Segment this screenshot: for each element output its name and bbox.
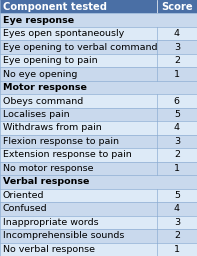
- Text: 1: 1: [174, 164, 180, 173]
- Text: Withdraws from pain: Withdraws from pain: [3, 123, 102, 133]
- Text: 2: 2: [174, 56, 180, 65]
- Bar: [0, 229, 197, 242]
- Bar: [0, 162, 197, 175]
- Bar: [0, 40, 197, 54]
- Bar: [0, 0, 197, 14]
- Text: Extension response to pain: Extension response to pain: [3, 151, 132, 159]
- Text: Eyes open spontaneously: Eyes open spontaneously: [3, 29, 124, 38]
- Bar: [0, 175, 197, 189]
- Text: Oriented: Oriented: [3, 191, 45, 200]
- Text: Eye response: Eye response: [3, 16, 74, 25]
- Bar: [0, 67, 197, 81]
- Text: No verbal response: No verbal response: [3, 245, 95, 254]
- Text: 1: 1: [174, 245, 180, 254]
- Text: No motor response: No motor response: [3, 164, 94, 173]
- Text: Verbal response: Verbal response: [3, 177, 89, 186]
- Text: Flexion response to pain: Flexion response to pain: [3, 137, 119, 146]
- Text: No eye opening: No eye opening: [3, 70, 77, 79]
- Bar: [0, 27, 197, 40]
- Text: 5: 5: [174, 110, 180, 119]
- Bar: [0, 94, 197, 108]
- Bar: [0, 242, 197, 256]
- Bar: [0, 148, 197, 162]
- Bar: [0, 54, 197, 67]
- Bar: [0, 14, 197, 27]
- Text: Motor response: Motor response: [3, 83, 87, 92]
- Text: 4: 4: [174, 29, 180, 38]
- Bar: [0, 202, 197, 216]
- Bar: [0, 81, 197, 94]
- Text: Eye opening to verbal command: Eye opening to verbal command: [3, 43, 157, 52]
- Text: Incomprehensible sounds: Incomprehensible sounds: [3, 231, 124, 240]
- Text: 1: 1: [174, 70, 180, 79]
- Text: 4: 4: [174, 123, 180, 133]
- Text: 2: 2: [174, 231, 180, 240]
- Text: 6: 6: [174, 97, 180, 105]
- Bar: [0, 189, 197, 202]
- Text: Eye opening to pain: Eye opening to pain: [3, 56, 98, 65]
- Text: Component tested: Component tested: [3, 2, 107, 12]
- Text: Inappropriate words: Inappropriate words: [3, 218, 99, 227]
- Text: Localises pain: Localises pain: [3, 110, 70, 119]
- Bar: [0, 135, 197, 148]
- Text: 5: 5: [174, 191, 180, 200]
- Bar: [0, 108, 197, 121]
- Text: 3: 3: [174, 218, 180, 227]
- Text: 3: 3: [174, 43, 180, 52]
- Text: 2: 2: [174, 151, 180, 159]
- Text: 4: 4: [174, 204, 180, 213]
- Text: Obeys command: Obeys command: [3, 97, 83, 105]
- Text: Score: Score: [161, 2, 193, 12]
- Text: Confused: Confused: [3, 204, 48, 213]
- Bar: [0, 216, 197, 229]
- Bar: [0, 121, 197, 135]
- Text: 3: 3: [174, 137, 180, 146]
